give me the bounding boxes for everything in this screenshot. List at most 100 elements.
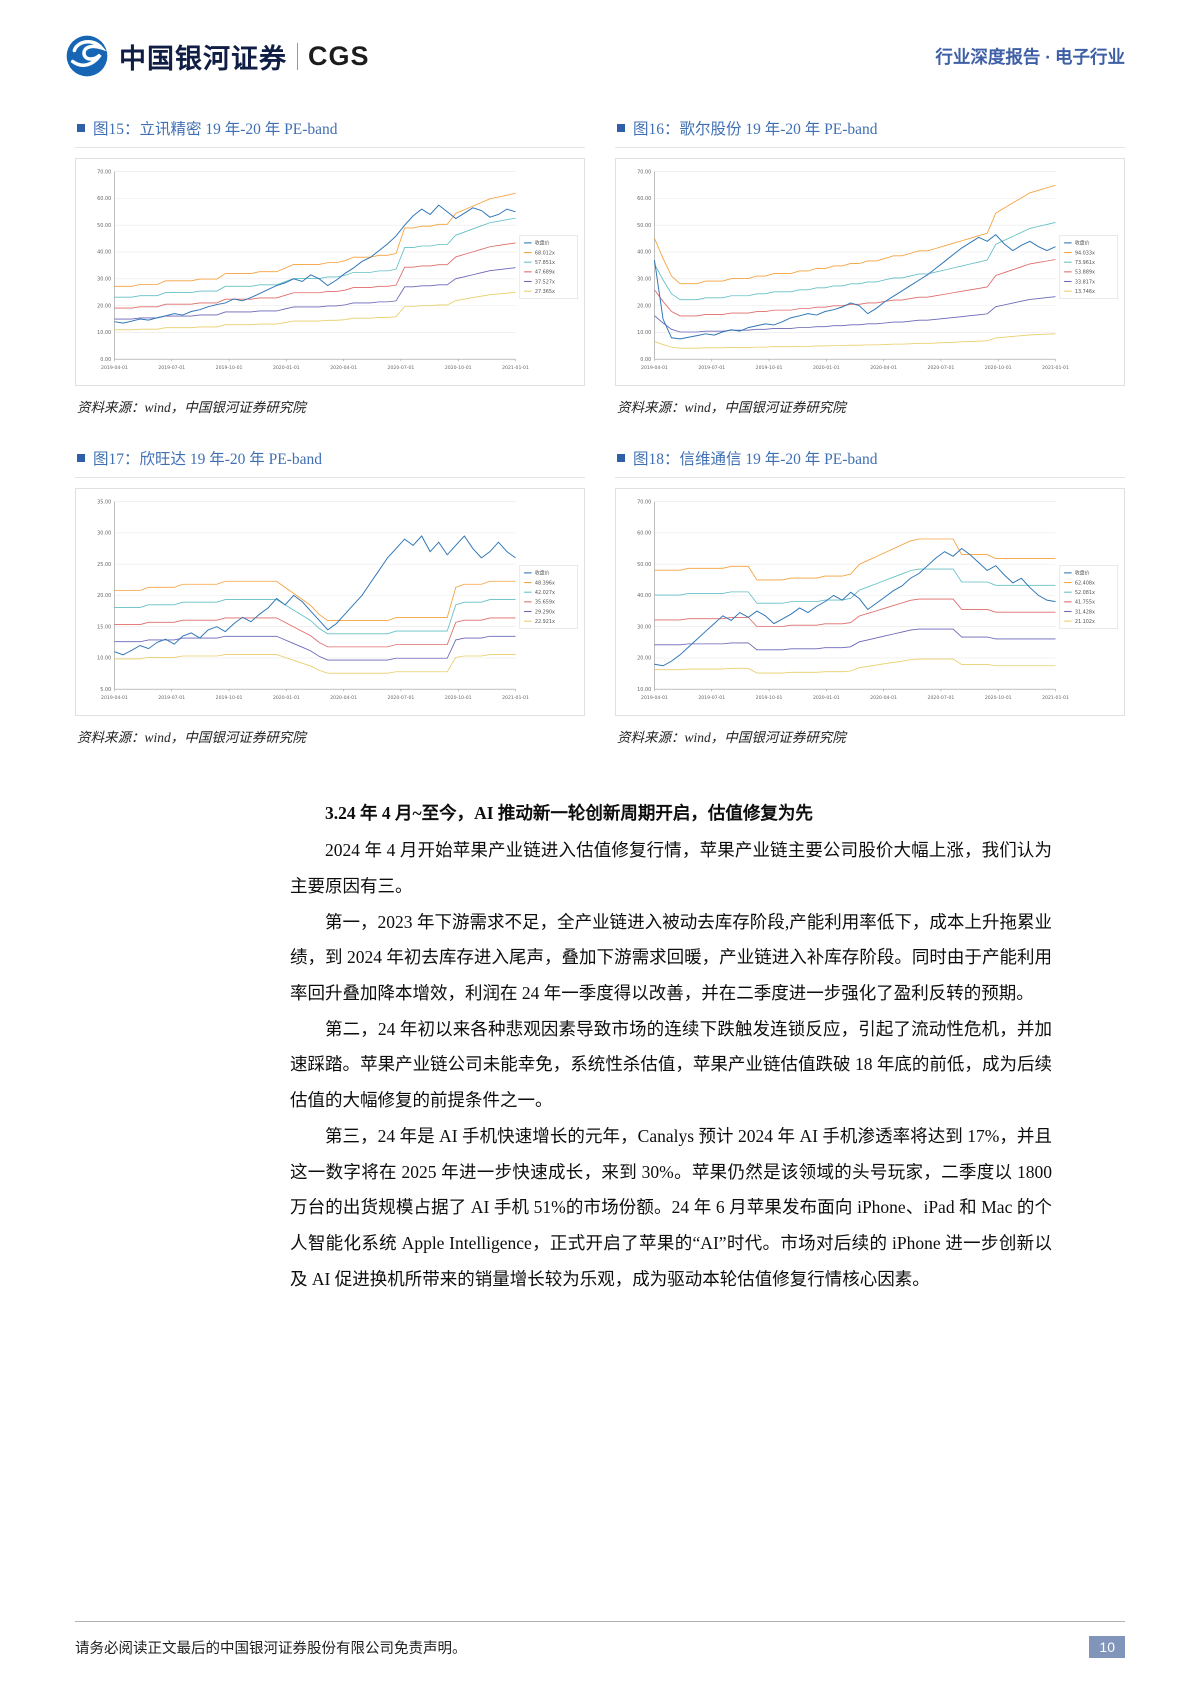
svg-text:2019-10-01: 2019-10-01	[756, 695, 783, 701]
galaxy-logo-icon	[66, 35, 108, 77]
disclaimer-text: 请务必阅读正文最后的中国银河证券股份有限公司免责声明。	[75, 1640, 467, 1657]
report-type-label: 行业深度报告 · 电子行业	[935, 46, 1125, 67]
pe-band-chart-sunwoda: 5.00 10.00 15.00 20.00 25.00 30.00 35.00 2019-0…	[97, 499, 578, 701]
figure-18-chart-box: 10.00 20.00 30.00 40.00 50.00 60.00 70.00 2019-…	[615, 487, 1125, 716]
figure-17-title: 图17：欣旺达 19 年-20 年 PE-band	[75, 444, 585, 478]
brand-logo: 中国银河证券 CGS	[65, 34, 370, 78]
svg-text:60.00: 60.00	[637, 196, 651, 202]
figure-title-text: 图15：立讯精密 19 年-20 年 PE-band	[93, 121, 338, 138]
section-heading: 3.24 年 4 月~至今，AI 推动新一轮创新周期开启，估值修复为先	[325, 802, 813, 823]
svg-text:2019-04-01: 2019-04-01	[641, 365, 668, 371]
svg-text:2020-01-01: 2020-01-01	[273, 365, 300, 371]
svg-text:37.527x: 37.527x	[535, 279, 555, 285]
svg-text:2019-10-01: 2019-10-01	[216, 695, 243, 701]
page-header: 中国银河证券 CGS 行业深度报告 · 电子行业	[0, 0, 1200, 78]
paragraph: 第三，24 年是 AI 手机快速增长的元年，Canalys 预计 2024 年 …	[290, 1125, 1052, 1289]
figure-bullet-icon	[77, 124, 85, 132]
svg-text:15.00: 15.00	[97, 624, 111, 630]
svg-text:2019-07-01: 2019-07-01	[158, 365, 185, 371]
svg-text:53.889x: 53.889x	[1075, 270, 1095, 276]
svg-text:21.102x: 21.102x	[1075, 619, 1095, 625]
svg-text:2020-01-01: 2020-01-01	[273, 695, 300, 701]
page-footer: 请务必阅读正文最后的中国银河证券股份有限公司免责声明。 10	[75, 1621, 1125, 1658]
svg-text:62.408x: 62.408x	[1075, 580, 1095, 586]
svg-text:31.428x: 31.428x	[1075, 609, 1095, 615]
svg-text:25.00: 25.00	[97, 562, 111, 568]
svg-text:10.00: 10.00	[97, 330, 111, 336]
svg-text:2020-07-01: 2020-07-01	[388, 365, 415, 371]
svg-text:2020-04-01: 2020-04-01	[330, 365, 357, 371]
figure-16-chart-box: 0.00 10.00 20.00 30.00 40.00 50.00 60.00 70.00 2…	[615, 158, 1125, 386]
svg-text:2020-10-01: 2020-10-01	[445, 695, 472, 701]
svg-text:2019-04-01: 2019-04-01	[641, 695, 668, 701]
svg-text:30.00: 30.00	[97, 530, 111, 536]
svg-text:50.00: 50.00	[637, 223, 651, 229]
svg-text:30.00: 30.00	[97, 277, 111, 283]
svg-text:2020-07-01: 2020-07-01	[388, 695, 415, 701]
figure-17: 图17：欣旺达 19 年-20 年 PE-band 5.00 10.00 15.00…	[75, 444, 585, 746]
svg-text:2020-10-01: 2020-10-01	[445, 365, 472, 371]
svg-text:94.033x: 94.033x	[1075, 250, 1095, 256]
page-number-badge: 10	[1089, 1636, 1125, 1658]
figure-18-source: 资料来源：wind，中国银河证券研究院	[617, 729, 846, 745]
svg-text:20.00: 20.00	[637, 656, 651, 662]
svg-text:0.00: 0.00	[100, 357, 111, 363]
svg-text:13.746x: 13.746x	[1075, 289, 1095, 295]
brand-divider	[297, 42, 298, 70]
svg-text:2020-10-01: 2020-10-01	[985, 365, 1012, 371]
svg-text:52.081x: 52.081x	[1075, 590, 1095, 596]
svg-text:10.00: 10.00	[637, 330, 651, 336]
figure-bullet-icon	[617, 124, 625, 132]
svg-text:22.921x: 22.921x	[535, 619, 555, 625]
svg-text:2020-04-01: 2020-04-01	[330, 695, 357, 701]
svg-text:35.00: 35.00	[97, 499, 111, 505]
brand-name-cn: 中国银河证券	[119, 43, 287, 74]
svg-text:收盘价: 收盘价	[1075, 240, 1090, 247]
svg-text:20.00: 20.00	[637, 303, 651, 309]
svg-text:20.00: 20.00	[97, 303, 111, 309]
svg-text:2020-10-01: 2020-10-01	[985, 695, 1012, 701]
body-text-section: 3.24 年 4 月~至今，AI 推动新一轮创新周期开启，估值修复为先 2024…	[290, 796, 1052, 1298]
figure-title-text: 图18：信维通信 19 年-20 年 PE-band	[633, 450, 878, 468]
svg-text:68.012x: 68.012x	[535, 250, 555, 256]
svg-text:70.00: 70.00	[637, 499, 651, 505]
svg-text:2020-01-01: 2020-01-01	[813, 365, 840, 371]
pe-band-chart-lixun: 0.00 10.00 20.00 30.00 40.00 50.00 60.00 70.00 2…	[97, 169, 578, 371]
svg-text:27.365x: 27.365x	[535, 289, 555, 295]
svg-text:47.689x: 47.689x	[535, 270, 555, 276]
svg-text:2021-01-01: 2021-01-01	[1042, 695, 1069, 701]
pe-band-chart-goertek: 0.00 10.00 20.00 30.00 40.00 50.00 60.00 70.00 2…	[637, 169, 1118, 371]
svg-text:收盘价: 收盘价	[535, 240, 550, 247]
figure-17-chart-box: 5.00 10.00 15.00 20.00 25.00 30.00 35.00 2019-0…	[75, 487, 585, 716]
svg-text:2020-04-01: 2020-04-01	[870, 695, 897, 701]
figure-title-text: 图16：歌尔股份 19 年-20 年 PE-band	[633, 121, 878, 138]
figure-15-title: 图15：立讯精密 19 年-20 年 PE-band	[75, 114, 585, 148]
svg-text:2019-04-01: 2019-04-01	[101, 695, 128, 701]
figure-title-text: 图17：欣旺达 19 年-20 年 PE-band	[93, 450, 323, 468]
svg-text:2019-07-01: 2019-07-01	[698, 365, 725, 371]
svg-text:2021-01-01: 2021-01-01	[502, 695, 529, 701]
svg-text:10.00: 10.00	[97, 656, 111, 662]
figures-grid: 图15：立讯精密 19 年-20 年 PE-band 0.00 10.00 20.0…	[0, 114, 1200, 746]
svg-text:2020-07-01: 2020-07-01	[928, 695, 955, 701]
figure-16-title: 图16：歌尔股份 19 年-20 年 PE-band	[615, 114, 1125, 148]
svg-text:40.00: 40.00	[97, 250, 111, 256]
svg-text:50.00: 50.00	[97, 223, 111, 229]
svg-text:2019-07-01: 2019-07-01	[698, 695, 725, 701]
svg-text:20.00: 20.00	[97, 593, 111, 599]
svg-text:收盘价: 收盘价	[535, 570, 550, 577]
svg-text:2020-07-01: 2020-07-01	[928, 365, 955, 371]
svg-text:2021-01-01: 2021-01-01	[502, 365, 529, 371]
svg-text:50.00: 50.00	[637, 562, 651, 568]
brand-name-en: CGS	[308, 40, 370, 71]
svg-text:0.00: 0.00	[640, 357, 651, 363]
svg-text:2019-07-01: 2019-07-01	[158, 695, 185, 701]
svg-text:70.00: 70.00	[637, 169, 651, 175]
svg-text:5.00: 5.00	[100, 687, 111, 693]
figure-15: 图15：立讯精密 19 年-20 年 PE-band 0.00 10.00 20.0…	[75, 114, 585, 416]
figure-18-title: 图18：信维通信 19 年-20 年 PE-band	[615, 444, 1125, 478]
svg-text:收盘价: 收盘价	[1075, 570, 1090, 577]
figure-15-chart-box: 0.00 10.00 20.00 30.00 40.00 50.00 60.00 70.00 2…	[75, 158, 585, 386]
svg-text:2021-01-01: 2021-01-01	[1042, 365, 1069, 371]
